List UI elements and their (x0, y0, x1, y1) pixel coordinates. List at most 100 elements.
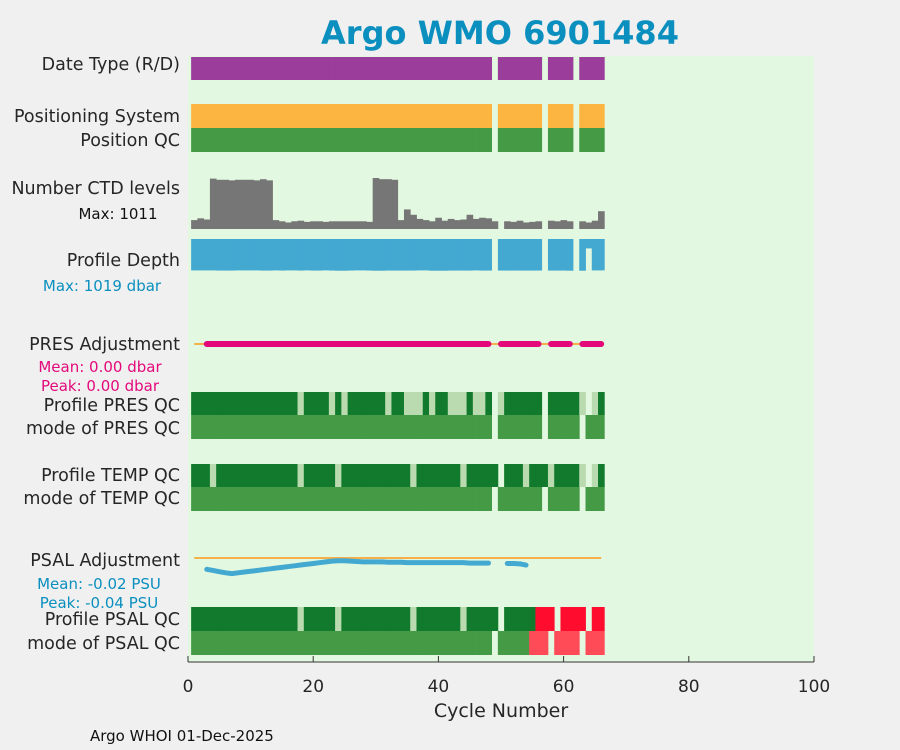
ctd-levels-bar (266, 180, 273, 229)
profile-depth-bar (366, 239, 374, 271)
profile_pres_qc-cell (522, 392, 530, 415)
profile_temp_qc-cell (391, 464, 399, 487)
ctd-levels-bar (297, 220, 305, 229)
date_type-cell (385, 57, 392, 80)
mode_pres_qc-cell (504, 415, 511, 439)
profile_pres_qc-cell (228, 392, 236, 415)
positioning-cell (191, 104, 198, 128)
ctd-levels-bar (422, 220, 430, 229)
profile_temp_qc-cell (598, 464, 605, 487)
mode_psal_qc-cell (278, 631, 286, 655)
profile_temp_qc-cell (522, 464, 530, 487)
profile_temp_qc-cell (266, 464, 273, 487)
positioning-cell (353, 104, 361, 128)
x-axis-label: Cycle Number (434, 700, 568, 722)
row-sublabel: Peak: -0.04 PSU (40, 594, 159, 612)
profile_pres_qc-cell (360, 392, 367, 415)
profile_pres_qc-cell (341, 392, 349, 415)
mode_temp_qc-cell (504, 487, 511, 511)
profile-depth-bar (278, 239, 286, 271)
mode_psal_qc-cell (310, 631, 317, 655)
ctd-levels-bar (285, 222, 292, 229)
profile_psal_qc-cell (216, 607, 223, 631)
mode_temp_qc-cell (472, 487, 480, 511)
ctd-levels-bar (316, 221, 323, 229)
profile_psal_qc-cell (429, 607, 436, 631)
date_type-cell (234, 57, 242, 80)
positioning-cell (310, 104, 317, 128)
psal_adjustment-line (204, 558, 491, 577)
mode_temp_qc-cell (403, 487, 411, 511)
profile-depth-bar (422, 239, 430, 271)
date_type-cell (510, 57, 518, 80)
date_type-cell (291, 57, 298, 80)
mode_pres_qc-cell (197, 415, 205, 439)
profile_psal_qc-cell (285, 607, 292, 631)
mode_temp_qc-cell (297, 487, 305, 511)
mode_pres_qc-cell (472, 415, 480, 439)
ctd-levels-bar (510, 221, 518, 229)
mode_pres_qc-cell (591, 415, 599, 439)
profile_temp_qc-cell (516, 464, 524, 487)
mode_pres_qc-cell (209, 415, 217, 439)
positioning-cell (397, 104, 405, 128)
profile_pres_qc-cell (504, 392, 511, 415)
positioning-cell (510, 104, 518, 128)
date_type-cell (310, 57, 317, 80)
profile-depth-bar (579, 239, 586, 271)
position_qc-cell (510, 128, 518, 152)
mode_pres_qc-cell (422, 415, 430, 439)
mode_temp_qc-cell (479, 487, 486, 511)
date_type-cell (391, 57, 399, 80)
profile_temp_qc-cell (504, 464, 511, 487)
mode_psal_qc-cell (510, 631, 518, 655)
position_qc-cell (310, 128, 317, 152)
mode_psal_qc-cell (435, 631, 442, 655)
mode_temp_qc-cell (328, 487, 336, 511)
position_qc-cell (441, 128, 449, 152)
x-tick-label: 0 (183, 677, 194, 697)
mode_psal_qc-cell (447, 631, 455, 655)
positioning-cell (378, 104, 386, 128)
date_type-cell (197, 57, 205, 80)
ctd-levels-bar (366, 221, 374, 229)
date_type-cell (504, 57, 511, 80)
date_type-cell (598, 57, 605, 80)
position_qc-cell (216, 128, 223, 152)
mode_pres_qc-cell (535, 415, 543, 439)
profile_psal_qc-cell (372, 607, 380, 631)
position_qc-cell (435, 128, 442, 152)
profile_pres_qc-cell (197, 392, 205, 415)
positioning-cell (297, 104, 305, 128)
profile-depth-bar (554, 239, 561, 271)
ctd-levels-bar (322, 221, 330, 229)
ctd-levels-bar (454, 220, 461, 229)
date_type-cell (209, 57, 217, 80)
mode_pres_qc-cell (529, 415, 536, 439)
ctd-levels-bar (598, 211, 605, 229)
profile_temp_qc-cell (485, 464, 493, 487)
profile_psal_qc-cell (391, 607, 399, 631)
profile_temp_qc-cell (410, 464, 417, 487)
mode_pres_qc-cell (347, 415, 355, 439)
profile_psal_qc-cell (479, 607, 486, 631)
date_type-cell (410, 57, 417, 80)
positioning-cell (266, 104, 273, 128)
profile_psal_qc-cell (547, 607, 555, 631)
positioning-cell (335, 104, 342, 128)
position_qc-cell (203, 128, 211, 152)
profile_psal_qc-cell (228, 607, 236, 631)
position_qc-cell (416, 128, 424, 152)
row-label: Positioning System (14, 107, 180, 127)
position_qc-cell (391, 128, 399, 152)
profile_pres_qc-cell (547, 392, 555, 415)
positioning-cell (429, 104, 436, 128)
profile-depth-bar (435, 239, 442, 271)
mode_pres_qc-cell (303, 415, 311, 439)
mode_pres_qc-cell (247, 415, 255, 439)
ctd-levels-bar (228, 180, 236, 229)
mode_pres_qc-cell (360, 415, 367, 439)
mode_temp_qc-cell (285, 487, 292, 511)
mode_temp_qc-cell (547, 487, 555, 511)
mode_temp_qc-cell (322, 487, 330, 511)
